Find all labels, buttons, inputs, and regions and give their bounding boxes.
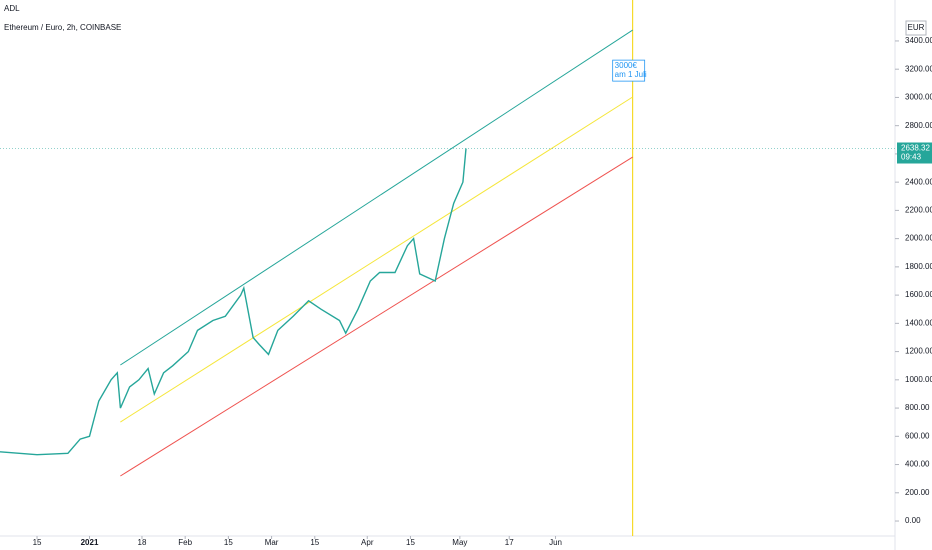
x-tick-label: 2021 [81,538,99,547]
x-tick-label: 15 [33,538,42,547]
indicator-label: ADL [4,4,20,13]
channel-line [120,156,633,477]
price-label-box [897,142,932,164]
x-tick-label: Feb [178,538,192,547]
x-tick-label: 15 [310,538,319,547]
x-tick-label: Jun [549,538,562,547]
x-tick-label: Mar [265,538,279,547]
y-tick-label: 1400.00 [905,318,932,327]
y-tick-label: 400.00 [905,460,930,469]
price-line-series [0,148,467,456]
y-tick-label: 0.00 [905,516,921,525]
y-tick-label: 800.00 [905,403,930,412]
countdown: 09:43 [901,153,922,162]
currency-box [905,20,927,36]
channel-line [120,96,633,423]
x-tick-label: 15 [224,538,233,547]
y-tick-label: 200.00 [905,488,930,497]
x-tick-label: 15 [406,538,415,547]
x-tick-label: Apr [361,538,374,547]
y-tick-label: 1000.00 [905,375,932,384]
x-tick-label: May [452,538,467,547]
x-tick-label: 17 [505,538,514,547]
y-tick-label: 3000.00 [905,93,932,102]
annotation-text: am 1 Juli [615,70,647,79]
y-tick-label: 2400.00 [905,177,932,186]
y-tick-label: 600.00 [905,431,930,440]
y-tick-label: 2200.00 [905,205,932,214]
y-tick-label: 1200.00 [905,347,932,356]
y-tick-label: 3200.00 [905,64,932,73]
currency: EUR [908,23,925,32]
y-tick-label: 1800.00 [905,262,932,271]
y-tick-label: 2800.00 [905,121,932,130]
annotation-text: 3000€ [615,61,638,70]
y-tick-label: 2000.00 [905,234,932,243]
annotation-box [612,59,646,82]
chart-title: Ethereum / Euro, 2h, COINBASE [4,23,121,32]
channel-line [120,29,633,366]
y-tick-label: 1600.00 [905,290,932,299]
price-label: 2638.32 [901,144,930,153]
y-tick-label: 3400.00 [905,36,932,45]
x-tick-label: 18 [138,538,147,547]
